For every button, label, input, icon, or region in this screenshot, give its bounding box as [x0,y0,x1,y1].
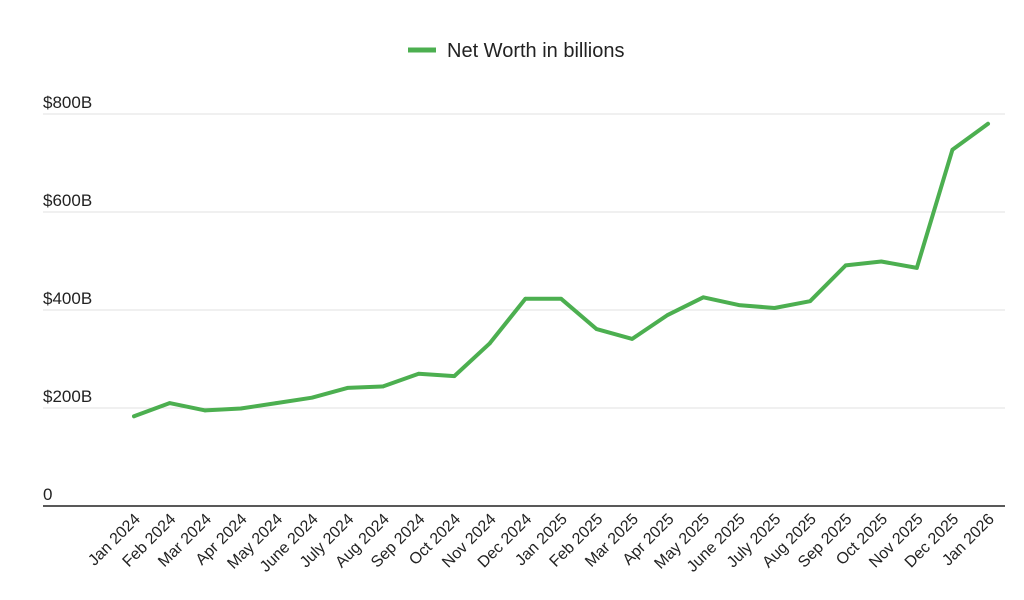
data-point [630,337,634,341]
data-point [274,401,279,405]
data-point [950,147,955,152]
data-point [665,313,670,317]
series-line [132,121,990,419]
data-point [310,395,314,400]
data-point [701,295,706,300]
data-point [843,263,848,268]
data-point [238,406,243,411]
data-point [132,414,136,419]
grid-lines [43,113,1005,409]
data-point [772,306,777,310]
data-point [452,374,457,378]
y-tick-label: $400B [43,289,92,308]
data-point [523,296,528,301]
legend-label: Net Worth in billions [447,40,624,62]
data-point [416,371,421,376]
data-point [737,303,741,307]
data-point [559,296,563,301]
legend: Net Worth in billions [408,40,624,62]
data-point [167,401,172,405]
y-tick-label: $600B [43,191,92,210]
data-point [381,384,385,389]
y-tick-label: $200B [43,387,92,406]
data-point [808,299,812,303]
y-axis-ticks: 0 $200B $400B $600B $800B [43,93,92,504]
y-tick-label: $800B [43,93,92,112]
data-point [488,341,492,346]
data-point [986,122,990,126]
y-tick-label: 0 [43,485,52,504]
data-point [594,327,599,331]
data-point [203,408,207,413]
series [132,121,990,419]
data-point [879,259,884,264]
data-point [915,266,919,270]
data-point [345,386,350,390]
